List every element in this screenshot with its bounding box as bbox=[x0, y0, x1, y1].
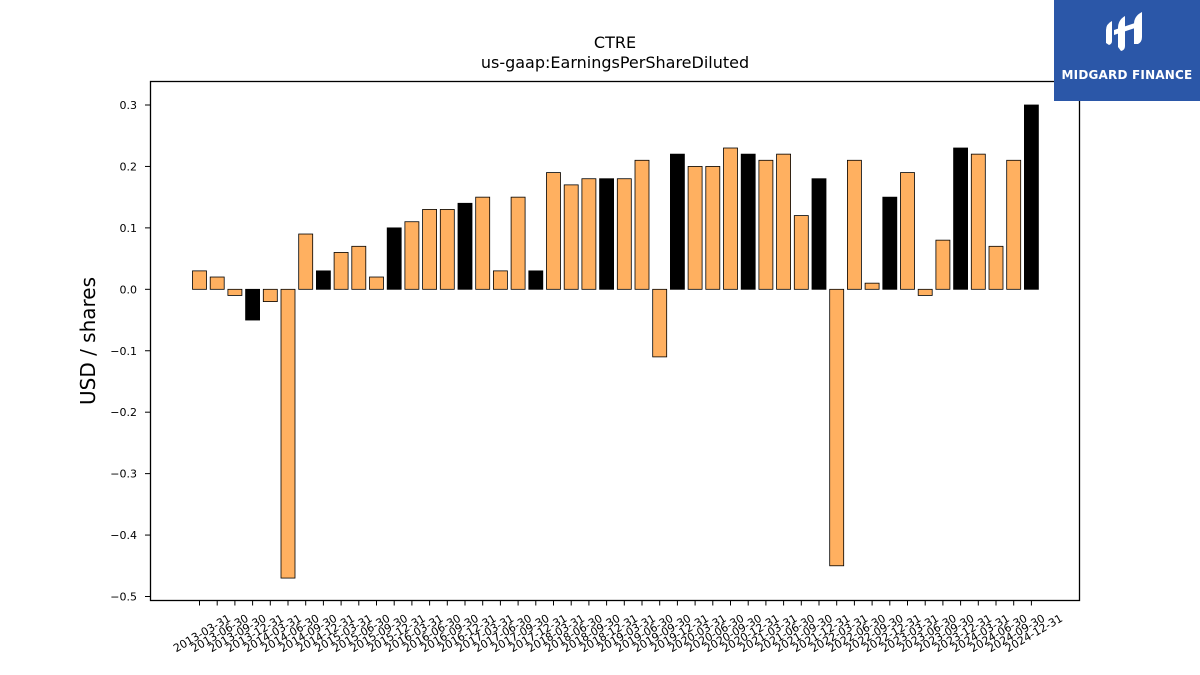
bar-2015-09-30 bbox=[369, 276, 384, 290]
y-tick-label: −0.4 bbox=[110, 529, 137, 542]
bar-2022-06-30 bbox=[847, 159, 862, 290]
bar-2022-03-31 bbox=[829, 288, 845, 567]
bars-group bbox=[192, 104, 1039, 579]
y-axis-label: USD / shares bbox=[76, 277, 100, 405]
bar-2020-03-31 bbox=[687, 166, 703, 290]
plot-frame bbox=[149, 80, 1081, 602]
bar-2014-03-31 bbox=[262, 288, 278, 302]
bar-2019-09-30 bbox=[652, 288, 668, 358]
bar-2019-06-30 bbox=[634, 159, 650, 290]
y-axis: −0.5 −0.4 −0.3 −0.2 −0.1 0.0 0.1 0.2 0.3 bbox=[110, 99, 151, 604]
bar-2018-06-30 bbox=[563, 184, 579, 290]
logo-text: MIDGARD FINANCE bbox=[1061, 68, 1193, 82]
bar-2021-03-31 bbox=[758, 159, 774, 290]
midgard-finance-logo: MIDGARD FINANCE bbox=[1054, 0, 1200, 101]
x-axis: 2013-03-312013-06-302013-09-302013-12-31… bbox=[171, 600, 1065, 655]
bar-2013-09-30 bbox=[227, 288, 243, 296]
bar-2022-12-31 bbox=[882, 196, 898, 290]
bar-2021-06-30 bbox=[776, 153, 791, 290]
bar-2020-09-30 bbox=[723, 147, 738, 290]
y-tick-label: 0.1 bbox=[120, 222, 138, 235]
y-tick-label: 0.0 bbox=[120, 283, 138, 296]
y-tick-label: −0.2 bbox=[110, 406, 137, 419]
y-tick-label: 0.3 bbox=[120, 99, 138, 112]
bar-2017-03-31 bbox=[475, 196, 491, 290]
y-tick-label: 0.2 bbox=[120, 160, 138, 173]
bar-2019-03-31 bbox=[616, 178, 632, 290]
chart-title: CTRE bbox=[594, 33, 636, 52]
bar-2023-03-31 bbox=[900, 172, 915, 290]
bar-2017-09-30 bbox=[510, 196, 526, 290]
bar-2016-09-30 bbox=[439, 209, 455, 290]
bar-2018-12-31 bbox=[599, 178, 614, 290]
bar-2018-03-31 bbox=[546, 172, 561, 290]
y-tick-label: −0.3 bbox=[110, 468, 137, 481]
bar-2014-12-31 bbox=[315, 270, 331, 290]
bar-2016-03-31 bbox=[404, 221, 420, 290]
bar-2015-06-30 bbox=[351, 245, 367, 290]
bar-2024-09-30 bbox=[1006, 159, 1022, 290]
bar-2018-09-30 bbox=[581, 178, 597, 290]
bar-2015-03-31 bbox=[333, 252, 349, 290]
midgard-logo-icon bbox=[1106, 12, 1142, 51]
bar-2023-12-31 bbox=[953, 147, 968, 290]
bar-2020-06-30 bbox=[705, 166, 721, 290]
bar-2021-09-30 bbox=[793, 215, 809, 290]
bar-2017-06-30 bbox=[492, 270, 508, 290]
bar-2016-06-30 bbox=[422, 209, 438, 290]
bar-2024-06-30 bbox=[988, 245, 1004, 290]
y-tick-label: −0.1 bbox=[110, 345, 137, 358]
y-tick-label: −0.5 bbox=[110, 591, 137, 604]
bar-2017-12-31 bbox=[528, 270, 544, 290]
bar-2014-06-30 bbox=[280, 288, 296, 579]
bar-2022-09-30 bbox=[864, 282, 880, 290]
bar-2013-12-31 bbox=[245, 288, 261, 321]
bar-2014-09-30 bbox=[298, 233, 314, 290]
bar-2016-12-31 bbox=[457, 202, 473, 290]
bar-2020-12-31 bbox=[740, 153, 756, 290]
bar-2024-03-31 bbox=[970, 153, 986, 290]
bar-2019-12-31 bbox=[670, 153, 685, 290]
bar-2021-12-31 bbox=[811, 178, 827, 290]
bar-2013-06-30 bbox=[209, 276, 225, 290]
chart-subtitle: us-gaap:EarningsPerShareDiluted bbox=[481, 53, 749, 72]
bar-2023-09-30 bbox=[935, 239, 951, 290]
bar-2013-03-31 bbox=[192, 270, 207, 290]
bar-2015-12-31 bbox=[386, 227, 402, 290]
bar-2024-12-31 bbox=[1024, 104, 1039, 290]
bar-2023-06-30 bbox=[917, 288, 933, 296]
